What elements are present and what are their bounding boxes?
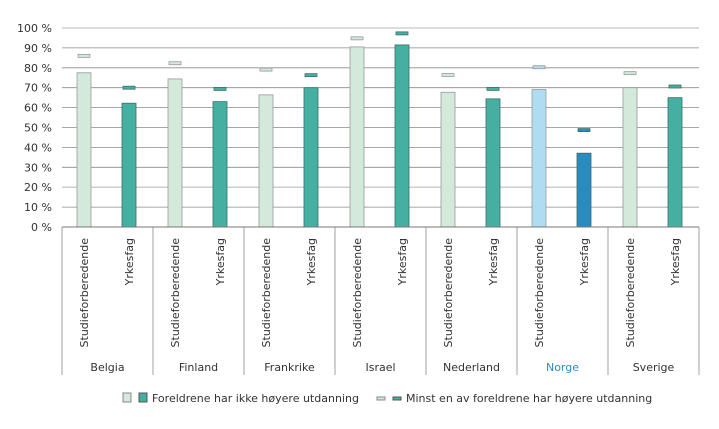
marker-frankrike-yrkes [304,73,318,78]
x-subcategory-label: Studieforberedende [351,238,364,348]
marker-belgia-studie [77,53,91,58]
bar-belgia-yrkes [121,102,137,228]
marker-israel-yrkes [395,31,409,36]
y-tick-label: 20 % [24,181,52,194]
x-country-label: Nederland [443,361,500,374]
gridlines [62,27,699,208]
bar-finland-studie [167,78,183,228]
x-subcategory-label: Studieforberedende [442,238,455,348]
x-subcategory-label: Yrkesfag [487,238,500,286]
x-axis: Studieforberedende Yrkesfag Belgia Studiefo… [61,226,700,375]
legend-label-no-higher-ed: Foreldrene har ikke høyere utdanning [152,392,359,405]
marker-finland-studie [168,61,182,66]
bar-israel-studie [349,46,365,228]
marker-norge-yrkes [577,128,591,132]
marker-belgia-yrkes [122,85,136,90]
y-tick-label: 60 % [24,102,52,115]
y-tick-label: 90 % [24,42,52,55]
bar-nederland-studie [440,91,456,228]
x-country-label: Frankrike [264,361,315,374]
x-subcategory-label: Yrkesfag [396,238,409,286]
bar-nederland-yrkes [485,98,501,228]
marker-sverige-studie [623,71,637,76]
marker-norge-studie [532,65,546,70]
x-subcategory-label: Yrkesfag [214,238,227,286]
y-tick-label: 100 % [17,22,52,35]
marker-sverige-yrkes [668,84,682,89]
x-country-label: Belgia [90,361,124,374]
legend: Foreldrene har ikke høyere utdanning Min… [122,392,652,405]
x-subcategory-label: Yrkesfag [305,238,318,286]
bar-sverige-studie [622,87,638,228]
x-subcategory-label: Studieforberedende [624,238,637,348]
marker-frankrike-studie [259,67,273,72]
bar-belgia-studie [76,72,92,228]
x-subcategory-label: Yrkesfag [578,238,591,286]
y-tick-label: 70 % [24,82,52,95]
bar-norge-studie [531,89,547,228]
y-tick-label: 80 % [24,62,52,75]
legend-swatch-yrkes [138,392,148,403]
marker-israel-studie [350,36,364,41]
y-tick-label: 30 % [24,161,52,174]
x-country-label: Norge [546,361,579,374]
x-country-label: Israel [365,361,395,374]
x-subcategory-label: Studieforberedende [169,238,182,348]
y-axis-ticks: 0 % 10 % 20 % 30 % 40 % 50 % 60 % 70 % 80 % 90 % 1… [17,22,52,234]
x-subcategory-label: Studieforberedende [260,238,273,348]
x-subcategory-label: Studieforberedende [533,238,546,348]
y-tick-label: 50 % [24,122,52,135]
marker-nederland-studie [441,73,455,77]
marker-finland-yrkes [213,86,227,91]
x-subcategory-label: Yrkesfag [669,238,682,286]
bar-finland-yrkes [212,101,228,228]
x-subcategory-label: Studieforberedende [78,238,91,348]
marker-nederland-yrkes [486,86,500,91]
x-country-label: Finland [179,361,218,374]
legend-swatch-studie [122,392,132,403]
y-tick-label: 0 % [31,221,52,234]
bar-sverige-yrkes [667,97,683,228]
x-subcategory-label: Yrkesfag [123,238,136,286]
y-tick-label: 10 % [24,201,52,214]
bars [76,31,683,228]
legend-marker-studie [376,396,386,401]
bar-israel-yrkes [394,44,410,228]
legend-label-higher-ed: Minst en av foreldrene har høyere utdann… [406,392,652,405]
bar-norge-yrkes [576,152,592,228]
legend-marker-yrkes [392,396,402,401]
bar-frankrike-yrkes [303,87,319,228]
y-tick-label: 40 % [24,141,52,154]
x-country-label: Sverige [633,361,675,374]
bar-frankrike-studie [258,94,274,228]
